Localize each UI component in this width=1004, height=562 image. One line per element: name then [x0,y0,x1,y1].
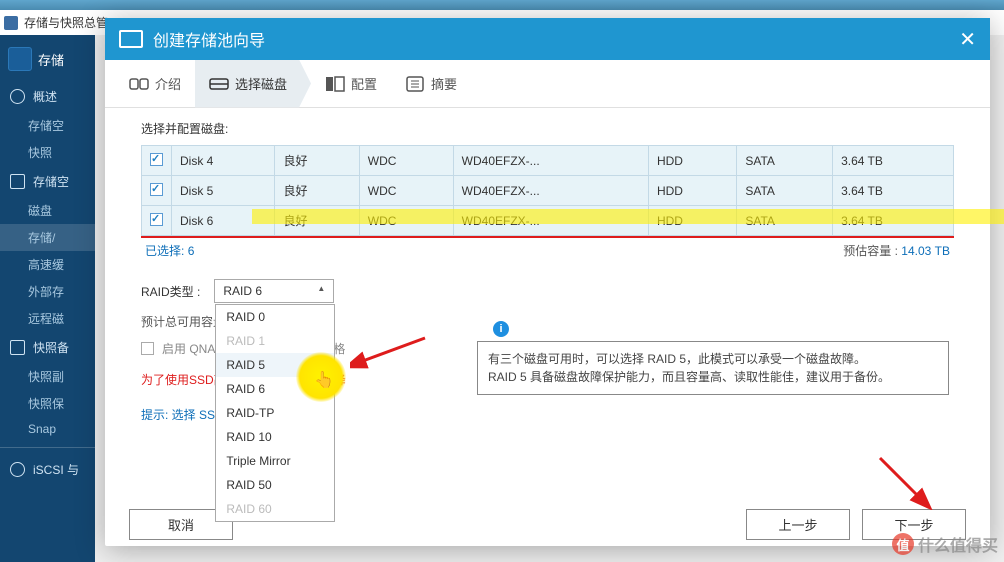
raid-type-field: RAID类型 : RAID 6 RAID 0 RAID 1 RAID 5 RAI… [141,279,954,303]
raid-dropdown[interactable]: RAID 6 RAID 0 RAID 1 RAID 5 RAID 6 RAID-… [214,279,334,303]
section-title: 选择并配置磁盘: [141,120,954,137]
dd-option: RAID 60 [216,497,334,521]
sidebar-item[interactable]: 远程磁 [0,305,95,332]
raid-label: RAID类型 : [141,283,200,300]
config-icon [325,76,345,92]
app-icon [4,16,18,30]
step-summary[interactable]: 摘要 [391,60,471,108]
raid-tooltip: 有三个磁盘可用时，可以选择 RAID 5，此模式可以承受一个磁盘故障。 RAID… [477,341,949,395]
table-row[interactable]: Disk 4 良好 WDC WD40EFZX-... HDD SATA 3.64… [142,146,954,176]
divider [0,447,95,448]
intro-icon [129,76,149,92]
window-titlebar [0,0,1004,10]
brand-icon [8,47,32,71]
sidebar-item-overview[interactable]: 概述 [0,81,95,112]
sidebar-item[interactable]: 快照副 [0,363,95,390]
disk-checkbox[interactable] [150,183,163,196]
wizard-dialog: 创建存储池向导 ✕ 介绍 选择磁盘 配置 摘要 选择并配置磁盘: Disk 4 … [105,18,990,546]
table-row[interactable]: Disk 5 良好 WDC WD40EFZX-... HDD SATA 3.64… [142,176,954,206]
dd-option[interactable]: RAID 0 [216,305,334,329]
sidebar-item[interactable]: 存储空 [0,112,95,139]
dd-option[interactable]: RAID-TP [216,401,334,425]
sidebar: 存储 概述 存储空 快照 存储空 磁盘 存储/ 高速缓 外部存 远程磁 快照备 … [0,35,95,562]
dialog-title: 创建存储池向导 [153,27,265,51]
prev-button[interactable]: 上一步 [746,509,850,540]
raid-dropdown-list: RAID 0 RAID 1 RAID 5 RAID 6 RAID-TP RAID… [215,304,335,522]
dd-option[interactable]: RAID 10 [216,425,334,449]
snapshot-icon [10,340,25,355]
disk-checkbox[interactable] [150,213,163,226]
dialog-titlebar: 创建存储池向导 ✕ [105,18,990,60]
brand-label: 存储 [38,50,64,69]
dd-option[interactable]: RAID 5 [216,353,334,377]
sidebar-item-iscsi[interactable]: iSCSI 与 [0,454,95,485]
storage-icon [10,174,25,189]
sidebar-item[interactable]: 快照 [0,139,95,166]
step-nav: 介绍 选择磁盘 配置 摘要 [105,60,990,108]
step-config[interactable]: 配置 [311,60,391,108]
sidebar-item[interactable]: Snap [0,417,95,441]
sidebar-item[interactable]: 磁盘 [0,197,95,224]
iscsi-icon [10,462,25,477]
sidebar-item[interactable]: 快照保 [0,390,95,417]
close-button[interactable]: ✕ [959,27,976,52]
sidebar-item-snapshot[interactable]: 快照备 [0,332,95,363]
disk-icon [209,76,229,92]
qnap-checkbox[interactable] [141,342,154,355]
step-select-disk[interactable]: 选择磁盘 [195,60,311,108]
info-icon[interactable]: i [493,321,509,337]
dd-option[interactable]: Triple Mirror [216,449,334,473]
dd-option: RAID 1 [216,329,334,353]
dd-option[interactable]: RAID 6 [216,377,334,401]
step-intro[interactable]: 介绍 [115,60,195,108]
sidebar-brand: 存储 [0,43,95,81]
sidebar-item[interactable]: 外部存 [0,278,95,305]
sidebar-item[interactable]: 高速缓 [0,251,95,278]
watermark: 值 什么值得买 [892,532,998,556]
highlight-annotation [252,209,1004,224]
app-title: 存储与快照总管 [24,14,108,31]
summary-icon [405,76,425,92]
dd-option[interactable]: RAID 50 [216,473,334,497]
watermark-icon: 值 [892,533,914,555]
cylinder-icon [119,30,143,48]
sidebar-item[interactable]: 存储/ [0,224,95,251]
selection-summary: 已选择: 6 预估容量 : 14.03 TB [141,236,954,259]
disk-checkbox[interactable] [150,153,163,166]
sidebar-item-storage[interactable]: 存储空 [0,166,95,197]
overview-icon [10,89,25,104]
